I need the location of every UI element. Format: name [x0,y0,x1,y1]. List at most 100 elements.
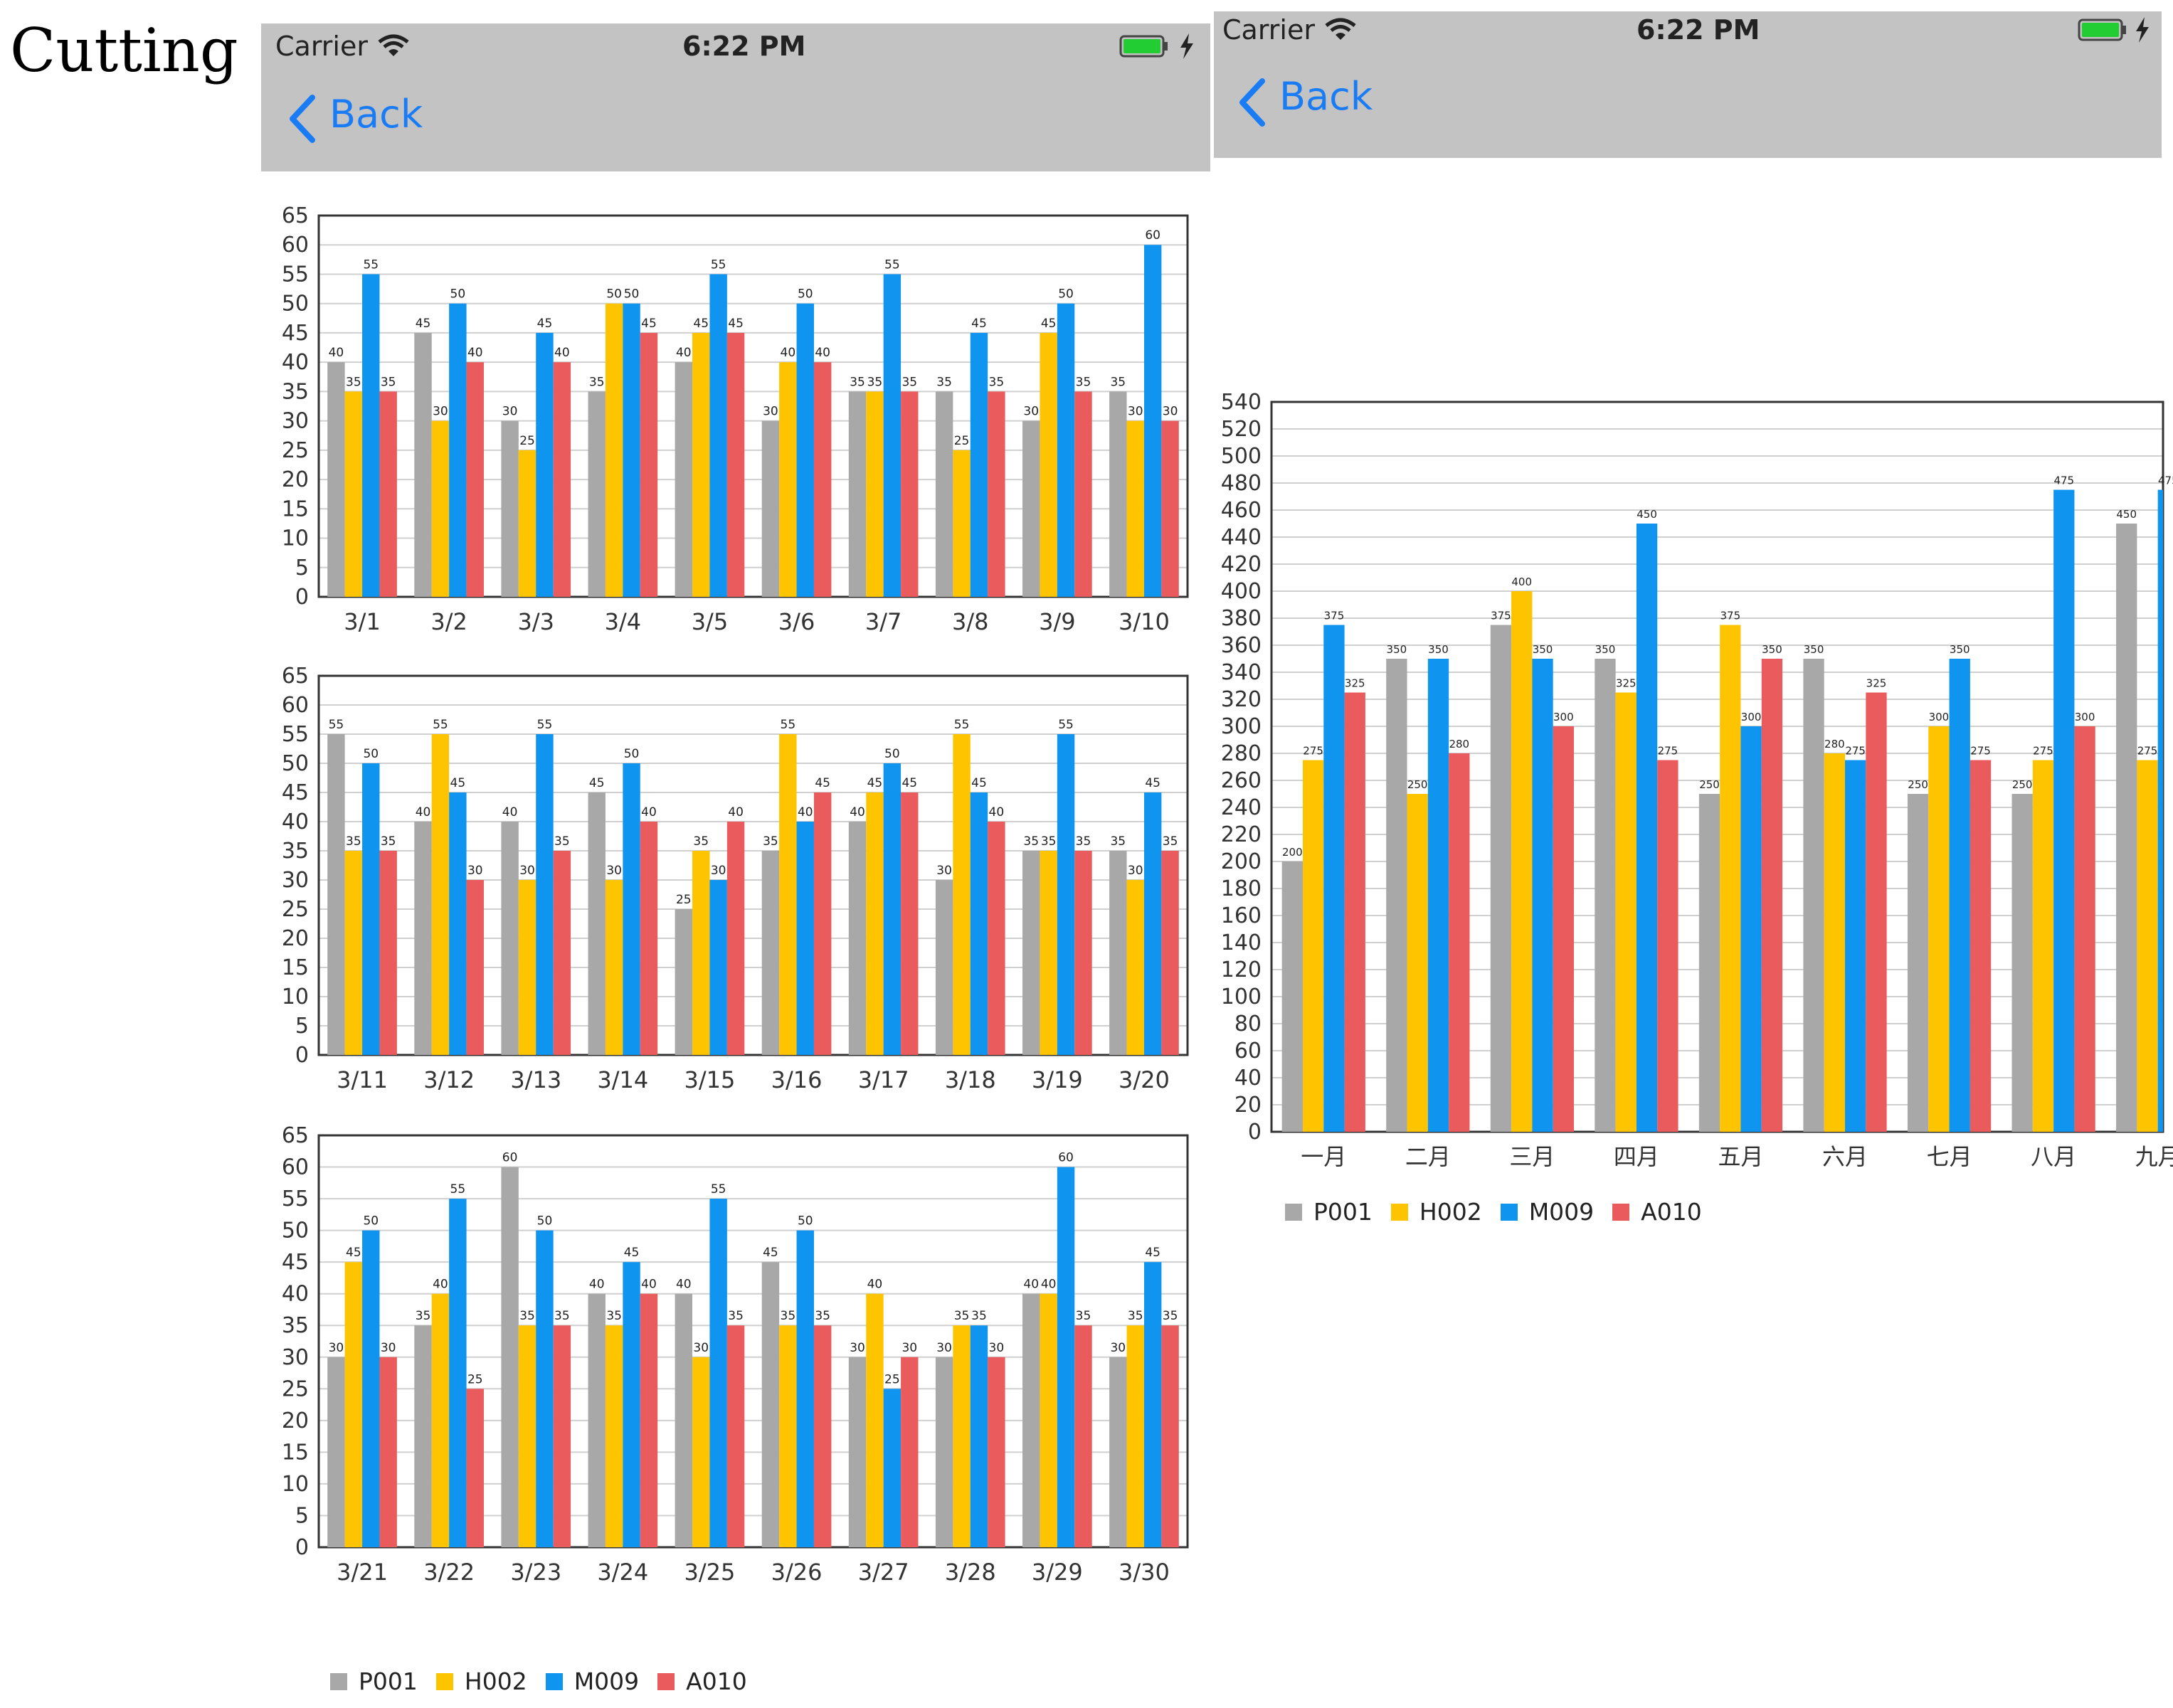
bar-p001 [588,792,606,1055]
y-tick-label: 160 [1221,903,1262,928]
legend-swatch [1390,1203,1408,1221]
data-label: 375 [1324,610,1345,622]
y-tick-label: 480 [1221,471,1262,496]
x-tick-label: 3/24 [597,1559,648,1586]
x-tick-label: 3/27 [858,1559,909,1586]
data-label: 375 [1720,610,1740,622]
bar-p001 [1698,794,1720,1132]
x-tick-label: 3/18 [945,1066,996,1093]
bar-p001 [935,1357,953,1547]
bar-p001 [935,880,953,1055]
data-label: 35 [1076,834,1091,849]
bar-h002 [1511,591,1533,1132]
y-tick-label: 360 [1221,633,1262,658]
data-label: 40 [641,1278,657,1292]
x-tick-label: 3/3 [518,608,555,635]
bar-m009 [623,1262,640,1547]
data-label: 55 [884,258,900,272]
bar-m009 [1323,625,1345,1132]
plot-frame [317,1134,1189,1549]
bar-p001 [501,822,519,1055]
bar-p001 [327,1357,345,1547]
bar-a010 [1866,692,1887,1132]
data-label: 60 [502,1151,518,1165]
back-button[interactable]: Back [1235,74,1378,134]
data-label: 35 [554,834,570,849]
data-label: 55 [781,718,796,732]
y-tick-label: 55 [282,1187,309,1211]
data-label: 60 [1058,1151,1074,1165]
data-label: 35 [346,375,361,389]
x-tick-label: 八月 [2031,1143,2076,1170]
bar-m009 [709,880,727,1055]
bar-h002 [779,734,797,1055]
data-label: 35 [1041,834,1057,849]
x-tick-label: 3/20 [1119,1066,1170,1093]
x-tick-label: 3/19 [1032,1066,1083,1093]
data-label: 35 [346,834,361,849]
bar-h002 [866,792,884,1055]
y-tick-label: 25 [282,897,309,922]
bar-p001 [1595,659,1616,1132]
y-tick-label: 80 [1234,1012,1262,1036]
data-label: 45 [346,1246,361,1260]
bar-m009 [536,734,554,1055]
legend-swatch [1612,1203,1630,1221]
bar-h002 [1126,1325,1144,1547]
legend-label: M009 [573,1667,640,1695]
data-label: 275 [1845,745,1866,758]
y-tick-label: 60 [282,233,309,258]
wifi-icon [378,34,409,56]
bar-h002 [1824,753,1846,1132]
x-tick-label: 3/17 [858,1066,909,1093]
data-label: 45 [450,776,466,790]
data-label: 35 [381,834,396,849]
y-tick-label: 440 [1221,525,1262,550]
bar-p001 [675,1293,693,1547]
y-tick-label: 20 [282,1409,309,1433]
bar-h002 [1040,1293,1057,1547]
y-tick-label: 40 [282,1282,309,1307]
bar-p001 [327,362,345,597]
bar-m009 [796,1230,814,1547]
bar-p001 [588,1293,606,1547]
legend-swatch [545,1672,563,1690]
bar-a010 [553,362,571,597]
x-tick-label: 3/2 [430,608,467,635]
data-label: 30 [1023,405,1039,419]
data-label: 45 [537,317,553,331]
y-tick-label: 20 [282,467,309,492]
data-label: 25 [676,893,692,907]
bar-a010 [1074,1325,1092,1547]
bar-a010 [1161,851,1179,1055]
chevron-left-icon [290,95,315,143]
y-tick-label: 65 [282,1123,309,1148]
bar-p001 [761,851,780,1055]
bar-p001 [501,420,519,597]
data-label: 45 [815,776,830,790]
bar-m009 [796,303,814,597]
data-label: 40 [867,1278,883,1292]
x-tick-label: 五月 [1718,1143,1763,1170]
data-label: 45 [416,317,431,331]
data-label: 35 [850,375,865,389]
data-label: 250 [1908,778,1928,791]
data-label: 35 [1163,834,1178,849]
legend-swatch [1285,1203,1302,1221]
y-tick-label: 60 [282,1155,309,1180]
bar-h002 [605,303,623,597]
bar-h002 [1615,692,1637,1132]
legend-swatch [435,1672,453,1690]
x-tick-label: 3/1 [344,608,381,635]
y-tick-label: 140 [1221,930,1262,955]
bar-a010 [901,1357,919,1547]
data-label: 45 [902,776,917,790]
data-label: 350 [1762,643,1782,656]
clock-label: 6:22 PM [682,31,806,62]
data-label: 280 [1824,738,1845,750]
back-button[interactable]: Back [285,92,428,149]
y-tick-label: 340 [1221,660,1262,685]
data-label: 40 [989,805,1005,819]
data-label: 30 [1110,1341,1126,1355]
